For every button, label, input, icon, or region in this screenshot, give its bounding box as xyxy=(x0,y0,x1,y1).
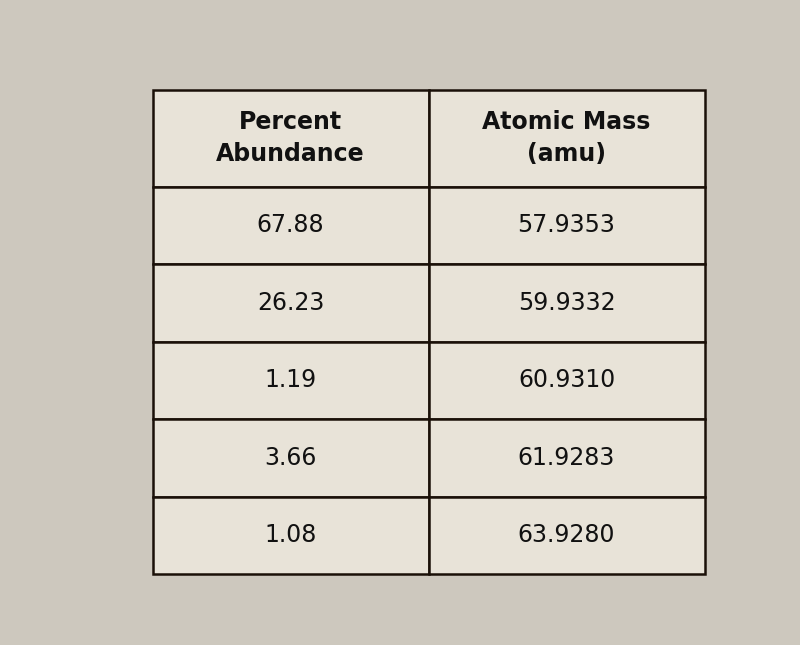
Bar xyxy=(153,264,429,342)
Bar xyxy=(429,264,705,342)
Text: 60.9310: 60.9310 xyxy=(518,368,615,392)
Bar xyxy=(429,497,705,574)
Text: 3.66: 3.66 xyxy=(265,446,317,470)
Bar xyxy=(153,497,429,574)
Text: Atomic Mass
(amu): Atomic Mass (amu) xyxy=(482,110,650,166)
Text: Percent
Abundance: Percent Abundance xyxy=(216,110,365,166)
Bar xyxy=(153,90,429,186)
Text: 59.9332: 59.9332 xyxy=(518,291,615,315)
Bar xyxy=(429,419,705,497)
Text: 1.19: 1.19 xyxy=(265,368,317,392)
Bar xyxy=(429,342,705,419)
Text: 67.88: 67.88 xyxy=(257,213,325,237)
Text: 57.9353: 57.9353 xyxy=(518,213,615,237)
Text: 1.08: 1.08 xyxy=(265,523,317,548)
Text: 26.23: 26.23 xyxy=(257,291,324,315)
Bar xyxy=(153,419,429,497)
Bar xyxy=(153,186,429,264)
Bar xyxy=(153,342,429,419)
Bar xyxy=(429,186,705,264)
Text: 63.9280: 63.9280 xyxy=(518,523,615,548)
Bar xyxy=(429,90,705,186)
Text: 61.9283: 61.9283 xyxy=(518,446,615,470)
